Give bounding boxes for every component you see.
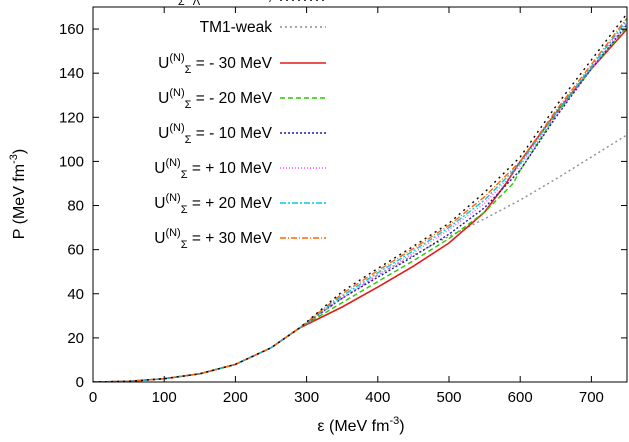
legend: TM1-weak U(N)Σ = - 30 MeV U(N)Σ = - 20 MeV… — [151, 0, 326, 251]
legend-label-1: U(N)Σ = - 30 MeV — [158, 52, 273, 76]
legend-label-5: U(N)Σ = + 20 MeV — [154, 192, 272, 216]
legend-label-0: TM1-weak — [200, 19, 273, 36]
y-tick-label-6: 120 — [59, 109, 84, 126]
legend-label-4: U(N)Σ = + 10 MeV — [154, 157, 272, 181]
series-lines — [93, 13, 627, 382]
series-line-1 — [93, 28, 627, 382]
legend-label-2: U(N)Σ = - 20 MeV — [158, 87, 273, 111]
legend-label-6: U(N)Σ = + 30 MeV — [154, 227, 272, 251]
legend-label-7: U(N)Σ = + 30 MeV, — [151, 0, 272, 8]
x-tick-label-4: 400 — [365, 389, 390, 406]
x-tick-label-0: 0 — [89, 389, 97, 406]
y-tick-label-5: 100 — [59, 153, 84, 170]
y-tick-label-4: 80 — [67, 198, 84, 215]
legend-label-3: U(N)Σ = - 10 MeV — [158, 122, 273, 146]
x-tick-label-2: 200 — [223, 389, 248, 406]
y-tick-label-7: 140 — [59, 65, 84, 82]
series-line-7 — [93, 13, 627, 382]
y-axis-title: P (MeV fm-3) — [8, 149, 28, 239]
y-tick-label-8: 160 — [59, 21, 84, 38]
series-line-2 — [93, 26, 627, 382]
x-tick-label-1: 100 — [152, 389, 177, 406]
y-tick-label-3: 60 — [67, 242, 84, 259]
legend-label-7-line2: U(Λ)Λ = - 1 MeV — [167, 0, 273, 8]
series-line-0 — [93, 134, 627, 382]
plot-frame — [92, 6, 628, 383]
y-tick-label-1: 20 — [67, 330, 84, 347]
x-tick-label-5: 500 — [436, 389, 461, 406]
x-tick-label-7: 700 — [579, 389, 604, 406]
x-tick-label-6: 600 — [508, 389, 533, 406]
x-axis-title: ε (MeV fm-3) — [317, 415, 404, 435]
y-tick-label-2: 40 — [67, 286, 84, 303]
series-line-6 — [93, 17, 627, 382]
x-tick-label-3: 300 — [294, 389, 319, 406]
series-line-4 — [93, 21, 627, 382]
axis-ticks: 0 100 200 300 400 500 600 700 0 20 40 60 80 100 120 140… — [59, 7, 627, 406]
y-tick-label-0: 0 — [76, 374, 84, 391]
